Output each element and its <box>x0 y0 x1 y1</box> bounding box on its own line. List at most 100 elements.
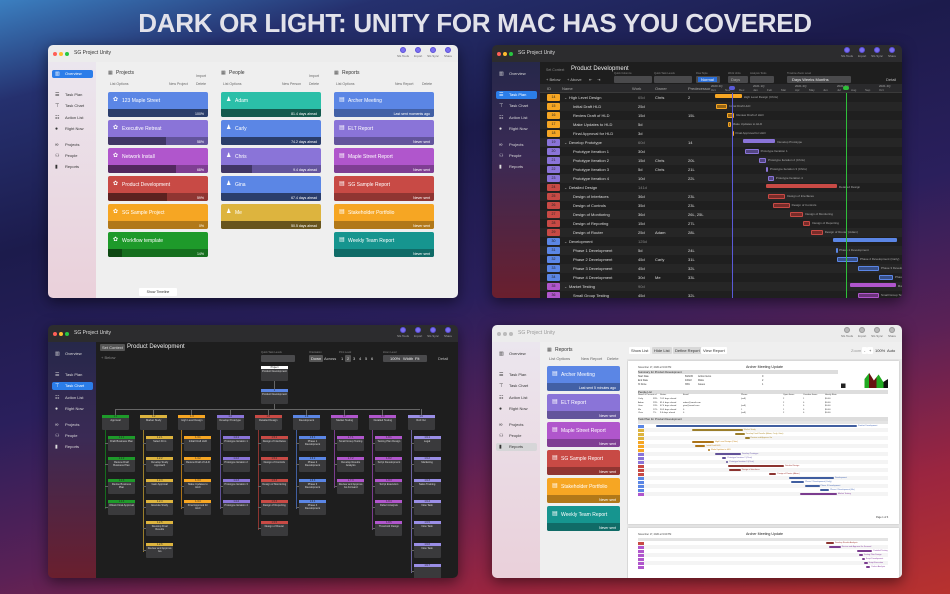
task-node[interactable]: 1.1.4 Obtain Final Approval <box>108 499 135 515</box>
task-node[interactable]: 1.7.1 Small Group Testing <box>337 436 365 451</box>
delete-link[interactable]: Delete <box>607 356 619 361</box>
task-row[interactable]: 21 Prototype Iteration 2 15d Chris 20L Protot… <box>540 156 902 165</box>
task-row[interactable]: 23 Prototype Iteration 4 10d 22L Prototype I… <box>540 174 902 183</box>
task-node[interactable]: 1.3.1 Initial Draft HLD <box>184 436 212 451</box>
import-link[interactable]: Import <box>309 74 319 78</box>
task-node[interactable]: 1.9.5 New Task <box>413 521 441 537</box>
list-options-link[interactable]: List Options <box>110 82 129 86</box>
sidebar-item-action-list[interactable]: ☷ Action List <box>496 114 537 122</box>
toolbar-sg-sync-button[interactable]: SG Sync <box>870 47 884 58</box>
task-node[interactable]: 1.2 Market Study <box>140 415 168 430</box>
task-name[interactable]: Phase 4 Development <box>573 275 613 280</box>
gantt-bar[interactable] <box>744 149 759 154</box>
task-node[interactable]: 1.1.3 Revise Business Plan <box>108 478 135 494</box>
close-button[interactable] <box>53 52 57 56</box>
gantt-bar[interactable] <box>727 113 735 118</box>
task-node[interactable]: 1.8.3 Script Execution <box>375 478 403 494</box>
task-row[interactable]: 28 Design of Reporting 15d 27L Design of Rep… <box>540 219 902 228</box>
column-header-id[interactable]: ID <box>547 86 551 91</box>
project-card[interactable]: ✿ 123 Maple Street 100% <box>108 92 208 117</box>
gantt-bar[interactable] <box>766 167 769 172</box>
sidebar-item-action-list[interactable]: ☷ Action List <box>496 394 537 402</box>
quick-task-levels-control[interactable] <box>261 355 295 362</box>
toolbar-import-button[interactable]: Import <box>855 47 869 58</box>
print-level-6-button[interactable]: 6 <box>371 356 374 361</box>
toolbar-share-button[interactable]: Share <box>885 327 899 338</box>
task-row[interactable]: 27 Design of Monitoring 36d 26L, 25L Design … <box>540 210 902 219</box>
toolbar-import-button[interactable]: Import <box>411 327 425 338</box>
person-card[interactable]: ♟ Me 50.5 days ahead <box>221 204 321 229</box>
orientation-down-button[interactable]: Down <box>309 355 324 362</box>
task-node[interactable]: 1.9.6 New Task <box>413 542 441 558</box>
task-node[interactable]: 1.5 Detailed Design <box>254 415 282 430</box>
report-card[interactable]: ▤ Archer Meeting Last sent moments ago <box>334 92 434 117</box>
task-name[interactable]: Make Updates to HLD <box>573 122 613 127</box>
set-context-label[interactable]: Set Context <box>546 68 565 72</box>
task-row[interactable]: 15 Initial Draft HLD 25d Initial Draft HLD <box>540 102 902 111</box>
disclosure-chevron-icon[interactable]: ⌄ <box>564 239 568 244</box>
task-row[interactable]: 30 ⌄ Development 125d <box>540 237 902 246</box>
sidebar-item-task-plan[interactable]: ☰ Task Plan <box>496 91 537 99</box>
print-level-3-button[interactable]: 3 <box>353 356 356 361</box>
task-name[interactable]: Market Testing <box>569 284 595 289</box>
orientation-across-button[interactable]: Across <box>324 356 337 361</box>
task-name[interactable]: Prototype Iteration 1 <box>573 149 610 154</box>
zoom-button[interactable] <box>65 332 69 336</box>
gantt-bar[interactable] <box>728 122 731 127</box>
sidebar-item-people[interactable]: ⚇ People <box>52 152 93 160</box>
person-card[interactable]: ♟ Gina 67.4 days ahead <box>221 176 321 201</box>
sidebar-item-people[interactable]: ⚇ People <box>52 432 93 440</box>
detail-checkbox[interactable]: Detail <box>438 356 449 361</box>
report-card[interactable]: ▤ Stakeholder Portfolio Never sent <box>334 204 434 229</box>
sidebar-item-action-list[interactable]: ☷ Action List <box>52 394 93 402</box>
sidebar-item-task-chart[interactable]: ⊤ Task Chart <box>52 382 93 390</box>
minimize-button[interactable] <box>503 52 507 56</box>
task-name[interactable]: Phase 2 Development <box>573 257 613 262</box>
report-card[interactable]: ▤ Weekly Team Report Never sent <box>547 506 620 531</box>
task-node[interactable]: 1.3.3 Make Updates to HLD <box>184 478 212 494</box>
task-name[interactable]: Detailed Design <box>569 185 598 190</box>
zoom-out-button[interactable]: - <box>862 347 868 354</box>
sidebar-item-overview[interactable]: ▥ Overview <box>496 70 537 78</box>
task-node[interactable]: 1.9.7 <box>413 563 441 578</box>
report-preview[interactable]: November 17, 2020 at 9:04 PM Archer Meeti… <box>627 359 902 578</box>
report-card[interactable]: ▤ Stakeholder Portfolio Never sent <box>547 478 620 503</box>
close-button[interactable] <box>497 332 501 336</box>
task-node[interactable]: 1.3.4 Final Approval for HLD <box>184 499 212 515</box>
gantt-bar[interactable] <box>773 203 790 208</box>
sidebar-item-overview[interactable]: ▥ Overview <box>496 350 537 358</box>
task-node[interactable]: 1.4.2 Prototype Iteration 2 <box>222 457 250 473</box>
task-row[interactable]: 17 Make Updates to HLD 5d Make Updates to H… <box>540 120 902 129</box>
gantt-bar[interactable] <box>879 275 893 280</box>
print-level-4-button[interactable]: 4 <box>359 356 362 361</box>
task-name[interactable]: Design of Interfaces <box>573 194 609 199</box>
quick-task-levels-control[interactable] <box>654 76 692 83</box>
task-row[interactable]: 31 Phase 1 Development 5d 24L Phase 1 Develo… <box>540 246 902 255</box>
define-report-button[interactable]: Define Report <box>673 347 702 354</box>
project-card[interactable]: ✿ Network Install 68% <box>108 148 208 173</box>
task-row[interactable]: 32 Phase 2 Development 45d Carly 31L Phase 2 … <box>540 255 902 264</box>
project-card[interactable]: ✿ Executive Retreat 58% <box>108 120 208 145</box>
zoom-auto-button[interactable]: Auto <box>887 348 896 353</box>
sidebar-item-reports[interactable]: ▮ Reports <box>52 443 93 451</box>
toolbar-import-button[interactable]: Import <box>411 47 425 58</box>
person-card[interactable]: ♟ Adam 81.4 days ahead <box>221 92 321 117</box>
gantt-bar[interactable] <box>810 230 823 235</box>
task-node[interactable]: 1.6.1 Phase 1 Development <box>299 436 326 451</box>
add-below-button[interactable]: + Below <box>546 77 561 82</box>
task-node[interactable]: 1.2.6 Review and Approve Go <box>146 542 174 558</box>
task-row[interactable]: 34 Phase 4 Development 30d Me 33L Phase 4 Dev… <box>540 273 902 282</box>
minimize-button[interactable] <box>59 52 63 56</box>
task-node[interactable]: 1.1 Approval <box>102 415 129 430</box>
report-card[interactable]: ▤ Weekly Team Report Never sent <box>334 232 434 257</box>
sidebar-item-action-list[interactable]: ☷ Action List <box>52 114 93 122</box>
work-units-select[interactable] <box>728 76 748 83</box>
task-node[interactable]: 1.6 Development <box>293 415 320 430</box>
task-node[interactable]: 1.8.1 Testing Plan Design <box>375 436 403 451</box>
toolbar-sg-tools-button[interactable]: SG Tools <box>840 327 854 338</box>
disclosure-chevron-icon[interactable]: ⌄ <box>564 95 568 100</box>
sidebar-item-people[interactable]: ⚇ People <box>496 152 537 160</box>
gantt-bar[interactable] <box>832 238 898 242</box>
project-card[interactable]: ✿ Product Development 59% <box>108 176 208 201</box>
disclosure-chevron-icon[interactable]: ⌄ <box>564 140 568 145</box>
